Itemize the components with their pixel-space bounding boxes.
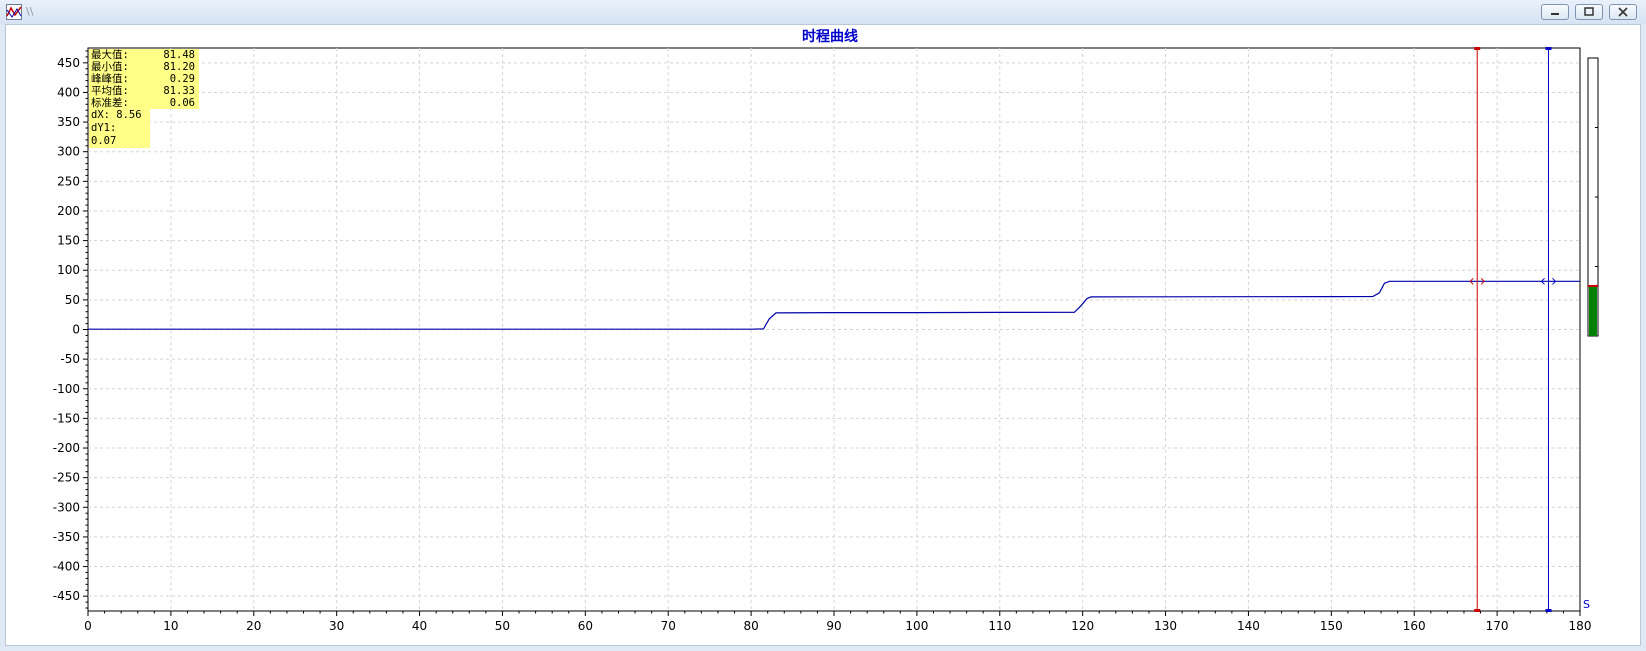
level-meter	[1587, 57, 1599, 337]
x-tick-label: 80	[743, 619, 758, 633]
x-tick-label: 160	[1403, 619, 1426, 633]
minimize-icon	[1551, 13, 1559, 15]
x-tick-label: 90	[826, 619, 841, 633]
minimize-button[interactable]	[1541, 4, 1569, 20]
x-tick-label: 60	[578, 619, 593, 633]
chart-app-icon	[6, 4, 22, 20]
y-tick-label: 300	[57, 145, 80, 159]
y-tick-label: -50	[60, 352, 80, 366]
stat-label: 峰峰值:	[91, 73, 129, 85]
stat-value: 81.33	[163, 85, 195, 97]
cursor-top-handle	[1545, 47, 1552, 50]
y-tick-label: 400	[57, 85, 80, 99]
y-tick-label: 150	[57, 234, 80, 248]
stat-row-min: 最小值: 81.20	[91, 61, 195, 73]
y-tick-label: -300	[53, 500, 80, 514]
x-tick-label: 50	[495, 619, 510, 633]
y-tick-label: -150	[53, 411, 80, 425]
x-tick-label: 180	[1569, 619, 1592, 633]
restore-icon	[1584, 7, 1594, 16]
stat-row-max: 最大值: 81.48	[91, 49, 195, 61]
stat-label: 标准差:	[91, 97, 129, 109]
x-tick-label: 40	[412, 619, 427, 633]
x-tick-label: 100	[905, 619, 928, 633]
stat-value: 0.06	[169, 97, 195, 109]
y-tick-label: -400	[53, 560, 80, 574]
stat-label: 最小值:	[91, 61, 129, 73]
axes: 0 10 20 30 40 50 60 70 80 90 100 110 120 130 140 150 160…	[53, 50, 1592, 633]
y-tick-label: -450	[53, 589, 80, 603]
unit-label: S	[1583, 598, 1590, 611]
x-tick-label: 130	[1154, 619, 1177, 633]
cursor-marker	[1540, 277, 1557, 285]
cursor-delta-box: dX: 8.56 dY1: 0.07	[89, 109, 150, 148]
y-tick-label: 50	[65, 293, 80, 307]
x-tick-label: 140	[1237, 619, 1260, 633]
stat-row-peak-to-peak: 峰峰值: 0.29	[91, 73, 195, 85]
stat-row-mean: 平均值: 81.33	[91, 85, 195, 97]
cursor-marker	[1469, 277, 1485, 285]
y-tick-label: -200	[53, 441, 80, 455]
x-tick-label: 30	[329, 619, 344, 633]
x-tick-label: 150	[1320, 619, 1343, 633]
series-layer	[88, 280, 1580, 330]
y-tick-label: 250	[57, 174, 80, 188]
stat-label: 平均值:	[91, 85, 129, 97]
y-tick-label: 200	[57, 204, 80, 218]
cursor-layer[interactable]	[1469, 47, 1557, 612]
stat-value: 81.48	[163, 49, 195, 61]
y-tick-label: -250	[53, 471, 80, 485]
y-tick-label: -350	[53, 530, 80, 544]
cursor-bottom-handle	[1545, 609, 1552, 612]
y-tick-label: 100	[57, 263, 80, 277]
x-tick-label: 120	[1071, 619, 1094, 633]
y-tick-label: 0	[72, 323, 80, 337]
x-tick-label: 10	[163, 619, 178, 633]
x-tick-label: 0	[84, 619, 92, 633]
stat-value: 0.29	[169, 73, 195, 85]
close-button[interactable]	[1609, 4, 1637, 20]
x-tick-label: 170	[1486, 619, 1509, 633]
x-tick-label: 70	[661, 619, 676, 633]
series-line	[88, 280, 1580, 330]
stat-value: 81.20	[163, 61, 195, 73]
delta-x: dX: 8.56	[91, 109, 142, 121]
y-tick-label: 350	[57, 115, 80, 129]
cursor-bottom-handle	[1474, 609, 1481, 612]
delta-y: dY1: 0.07	[91, 122, 117, 147]
x-tick-label: 110	[988, 619, 1011, 633]
statistics-box: 最大值: 81.48 最小值: 81.20 峰峰值: 0.29 平均值: 81.33 标…	[89, 49, 199, 109]
stat-label: 最大值:	[91, 49, 129, 61]
stat-row-std-dev: 标准差: 0.06	[91, 97, 195, 109]
window-title: \\	[26, 5, 34, 18]
title-bar: \\	[0, 0, 1646, 24]
x-tick-label: 20	[246, 619, 261, 633]
restore-button[interactable]	[1575, 4, 1603, 20]
meter-fill	[1589, 285, 1597, 336]
cursor-top-handle	[1474, 47, 1481, 50]
y-tick-label: 450	[57, 56, 80, 70]
close-icon	[1618, 7, 1628, 17]
y-tick-label: -100	[53, 382, 80, 396]
chart-title: 时程曲线	[802, 29, 858, 45]
